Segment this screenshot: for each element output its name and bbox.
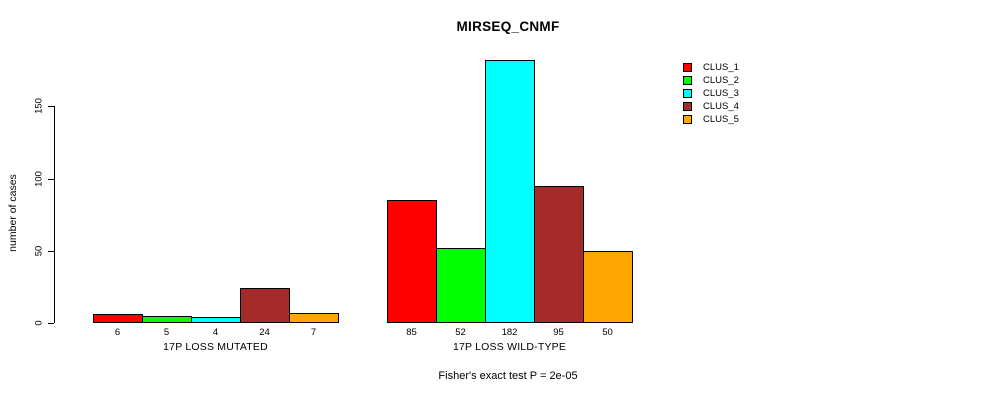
legend-item: CLUS_2	[683, 74, 739, 87]
legend-swatch-icon	[683, 115, 692, 124]
y-tick-mark	[48, 106, 54, 107]
legend-swatch-icon	[683, 76, 692, 85]
bar	[534, 186, 584, 323]
y-tick-label: 100	[33, 171, 45, 187]
bar-value-label: 85	[406, 327, 417, 338]
legend-item: CLUS_1	[683, 61, 739, 74]
group-label: 17P LOSS WILD-TYPE	[452, 341, 567, 353]
y-axis-label: number of cases	[7, 174, 19, 252]
legend-label: CLUS_5	[703, 114, 739, 125]
bar	[240, 288, 290, 323]
bar-value-label: 24	[259, 327, 270, 338]
legend-item: CLUS_5	[683, 113, 739, 126]
bar-value-label: 52	[455, 327, 466, 338]
bar-value-label: 182	[501, 327, 518, 338]
y-tick-label: 150	[33, 98, 45, 114]
bar	[583, 251, 633, 323]
bar-value-label: 50	[602, 327, 613, 338]
legend-label: CLUS_1	[703, 62, 739, 73]
legend-item: CLUS_4	[683, 100, 739, 113]
y-axis-line	[54, 106, 55, 323]
y-tick-mark	[48, 179, 54, 180]
y-tick-label: 0	[33, 320, 45, 326]
bar	[142, 316, 192, 323]
y-tick-label: 50	[33, 245, 45, 257]
bar-value-label: 7	[310, 327, 317, 338]
legend-swatch-icon	[683, 63, 692, 72]
annotation-fisher-test: Fisher's exact test P = 2e-05	[438, 370, 578, 382]
bar-value-label: 5	[163, 327, 170, 338]
bar	[436, 248, 486, 323]
bar-value-label: 4	[212, 327, 219, 338]
legend: CLUS_1 CLUS_2 CLUS_3 CLUS_4 CLUS_5	[683, 61, 739, 126]
legend-swatch-icon	[683, 102, 692, 111]
y-tick-mark	[48, 251, 54, 252]
legend-item: CLUS_3	[683, 87, 739, 100]
bar-value-label: 6	[114, 327, 121, 338]
bar	[93, 314, 143, 323]
legend-swatch-icon	[683, 89, 692, 98]
bar	[387, 200, 437, 323]
chart-title: MIRSEQ_CNMF	[456, 19, 560, 34]
bar-value-label: 95	[553, 327, 564, 338]
bar	[289, 313, 339, 323]
bar	[191, 317, 241, 323]
legend-label: CLUS_3	[703, 88, 739, 99]
legend-label: CLUS_2	[703, 75, 739, 86]
group-label: 17P LOSS MUTATED	[163, 341, 268, 353]
bar	[485, 60, 535, 323]
legend-label: CLUS_4	[703, 101, 739, 112]
y-tick-mark	[48, 323, 54, 324]
